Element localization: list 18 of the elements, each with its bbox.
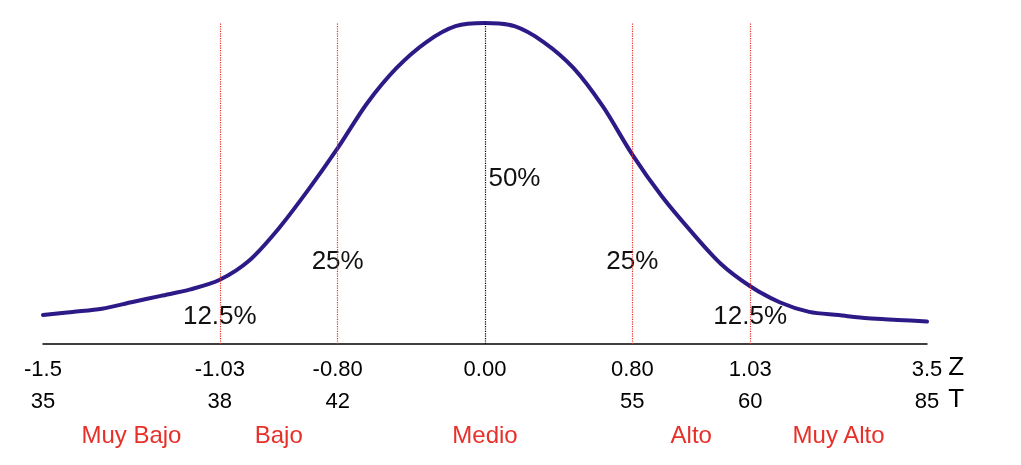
text: Alto bbox=[670, 420, 712, 448]
x-tick-label: 0.00 bbox=[463, 355, 507, 381]
text: Muy Alto bbox=[792, 420, 885, 448]
x-axis-title: Z T bbox=[948, 351, 965, 413]
annotation: 12.5% bbox=[713, 299, 788, 330]
x-tick-label: 1.03 60 bbox=[728, 355, 772, 413]
text: Muy Bajo bbox=[81, 420, 182, 448]
annotation: 25% bbox=[311, 245, 364, 276]
text: Bajo bbox=[254, 420, 303, 448]
annotation: 12.5% bbox=[182, 299, 257, 330]
x-tick-label: -1.5 35 bbox=[24, 355, 62, 413]
annotation: 50% bbox=[488, 161, 541, 192]
x-tick-label: 3.5 85 bbox=[911, 355, 943, 413]
x-tick-label: 0.80 55 bbox=[610, 355, 654, 413]
annotation: 25% bbox=[606, 245, 659, 276]
x-tick-label: -1.03 38 bbox=[194, 355, 245, 413]
text: Medio bbox=[452, 420, 518, 448]
x-tick-label: -0.80 42 bbox=[312, 355, 363, 413]
